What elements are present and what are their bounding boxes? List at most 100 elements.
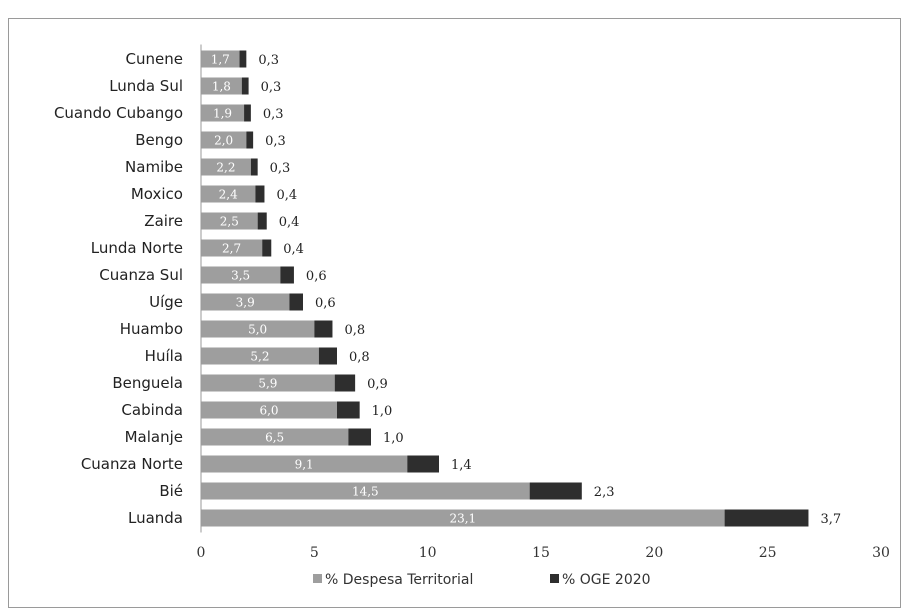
x-tick-label: 0: [197, 545, 206, 561]
data-label-oge-2020: 0,3: [263, 107, 284, 122]
category-label: Uíge: [149, 293, 183, 311]
bar-despesa-territorial: [201, 293, 290, 311]
bar-oge-2020: [241, 77, 249, 95]
data-label-oge-2020: 0,3: [265, 134, 286, 149]
data-label-despesa-territorial: 6,5: [265, 431, 284, 445]
category-label: Cunene: [126, 50, 183, 68]
bar-despesa-territorial: [201, 482, 530, 500]
category-label: Malanje: [125, 428, 183, 446]
category-label: Cuanza Sul: [99, 266, 183, 284]
bar-despesa-territorial: [201, 131, 247, 149]
x-tick-label: 30: [872, 545, 890, 561]
bar-despesa-territorial: [201, 374, 335, 392]
bar-oge-2020: [244, 104, 251, 122]
bar-oge-2020: [289, 293, 303, 311]
data-label-despesa-territorial: 2,0: [214, 134, 233, 148]
bar-oge-2020: [257, 212, 267, 230]
bar-oge-2020: [318, 347, 337, 365]
bar-despesa-territorial: [201, 509, 725, 527]
data-label-despesa-territorial: 5,2: [250, 350, 269, 364]
data-label-oge-2020: 1,0: [383, 431, 404, 446]
data-label-despesa-territorial: 9,1: [295, 458, 314, 472]
category-label: Lunda Norte: [91, 239, 183, 257]
data-label-oge-2020: 0,4: [276, 188, 297, 203]
data-label-despesa-territorial: 2,4: [219, 188, 238, 202]
legend-swatch: [550, 574, 559, 583]
category-label: Bié: [159, 482, 183, 500]
x-tick-label: 20: [645, 545, 663, 561]
x-tick-label: 25: [759, 545, 777, 561]
data-label-oge-2020: 0,8: [344, 323, 365, 338]
x-tick-label: 15: [532, 545, 550, 561]
bar-oge-2020: [280, 266, 294, 284]
bar-despesa-territorial: [201, 77, 242, 95]
x-tick-label: 5: [310, 545, 319, 561]
data-label-oge-2020: 0,4: [279, 215, 300, 230]
legend-label: % OGE 2020: [562, 572, 651, 588]
data-label-despesa-territorial: 23,1: [449, 512, 476, 526]
category-label: Luanda: [128, 509, 183, 527]
bar-despesa-territorial: [201, 266, 281, 284]
category-label: Namibe: [125, 158, 183, 176]
data-label-despesa-territorial: 1,9: [213, 107, 232, 121]
category-label: Zaire: [144, 212, 183, 230]
legend-label: % Despesa Territorial: [325, 572, 473, 588]
data-label-despesa-territorial: 5,9: [258, 377, 277, 391]
data-label-despesa-territorial: 6,0: [259, 404, 278, 418]
category-label: Lunda Sul: [109, 77, 183, 95]
bar-despesa-territorial: [201, 239, 263, 257]
bar-despesa-territorial: [201, 104, 245, 122]
bar-despesa-territorial: [201, 320, 315, 338]
x-tick-label: 10: [419, 545, 437, 561]
bars: [201, 50, 809, 527]
bar-despesa-territorial: [201, 347, 319, 365]
bar-despesa-territorial: [201, 455, 408, 473]
data-label-despesa-territorial: 14,5: [352, 485, 379, 499]
bar-oge-2020: [348, 428, 371, 446]
data-label-oge-2020: 0,3: [270, 161, 291, 176]
bar-despesa-territorial: [201, 401, 337, 419]
data-label-oge-2020: 3,7: [820, 512, 841, 527]
bar-oge-2020: [529, 482, 582, 500]
data-label-oge-2020: 0,3: [261, 80, 282, 95]
category-labels: Cunene Lunda Sul Cuando Cubango Bengo Namibe…: [54, 50, 183, 527]
bar-despesa-territorial: [201, 185, 256, 203]
bar-oge-2020: [239, 50, 247, 68]
category-label: Huambo: [120, 320, 183, 338]
data-label-despesa-territorial: 5,0: [248, 323, 267, 337]
value-labels: 1,7 0,3 1,8 0,3 1,9 0,3 2,0 0,3 2,2 0,3 2,4 0,4 2,5 0…: [211, 53, 841, 528]
category-label: Moxico: [131, 185, 183, 203]
bar-despesa-territorial: [201, 428, 349, 446]
category-label: Cabinda: [121, 401, 183, 419]
bar-despesa-territorial: [201, 50, 240, 68]
data-label-oge-2020: 1,0: [372, 404, 393, 419]
data-label-oge-2020: 0,3: [258, 53, 279, 68]
data-label-despesa-territorial: 2,2: [216, 161, 235, 175]
bar-oge-2020: [250, 158, 258, 176]
bar-oge-2020: [314, 320, 333, 338]
data-label-oge-2020: 1,4: [451, 458, 472, 473]
legend: % Despesa Territorial % OGE 2020: [313, 572, 651, 588]
x-axis: 0 5 10 15 20 25 30: [197, 44, 890, 561]
bar-oge-2020: [262, 239, 272, 257]
legend-swatch: [313, 574, 322, 583]
bar-despesa-territorial: [201, 158, 251, 176]
data-label-despesa-territorial: 1,8: [212, 80, 231, 94]
category-label: Benguela: [112, 374, 183, 392]
data-label-oge-2020: 0,8: [349, 350, 370, 365]
bar-oge-2020: [724, 509, 809, 527]
category-label: Huíla: [145, 347, 183, 365]
data-label-despesa-territorial: 1,7: [211, 53, 230, 67]
data-label-oge-2020: 0,6: [306, 269, 327, 284]
data-label-despesa-territorial: 3,9: [236, 296, 255, 310]
bar-despesa-territorial: [201, 212, 258, 230]
data-label-despesa-territorial: 3,5: [231, 269, 250, 283]
data-label-despesa-territorial: 2,5: [220, 215, 239, 229]
bar-oge-2020: [337, 401, 360, 419]
data-label-oge-2020: 0,4: [283, 242, 304, 257]
data-label-despesa-territorial: 2,7: [222, 242, 241, 256]
bar-oge-2020: [255, 185, 265, 203]
category-label: Bengo: [135, 131, 183, 149]
data-label-oge-2020: 2,3: [594, 485, 615, 500]
